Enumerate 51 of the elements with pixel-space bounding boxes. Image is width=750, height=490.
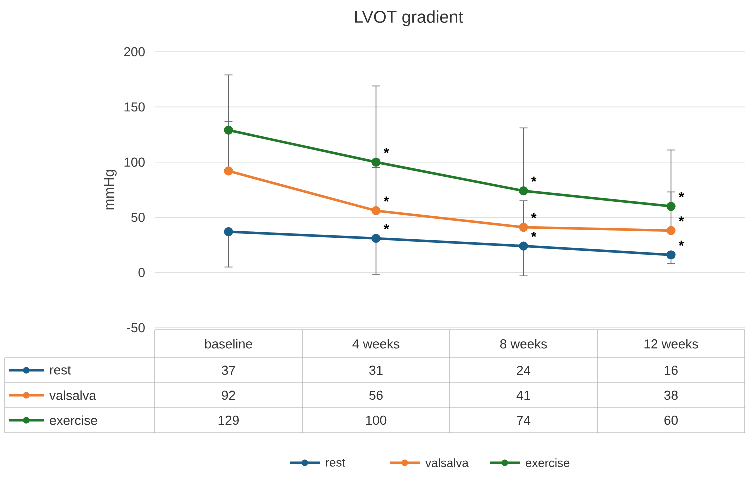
point <box>224 166 234 176</box>
y-tick-label: 50 <box>132 212 145 222</box>
y-tick-label: 100 <box>124 158 145 167</box>
data-label: 24 <box>517 366 531 376</box>
point <box>519 242 528 251</box>
point <box>666 202 676 212</box>
text: rest <box>326 459 346 467</box>
legend-label: valsalva <box>50 390 96 400</box>
data-label: 92 <box>222 390 236 400</box>
y-tick-label: -50 <box>127 323 145 333</box>
annotation: * <box>384 148 390 154</box>
x-tick-label: 4 weeks <box>352 339 400 349</box>
point <box>519 222 528 232</box>
point <box>519 186 528 196</box>
y-axis-title: mmHg <box>104 170 117 210</box>
data-label: 74 <box>517 416 531 425</box>
y-tick-label: 200 <box>124 47 145 57</box>
point <box>372 206 381 216</box>
y-tick-label: 0 <box>138 268 145 278</box>
annotation: * <box>678 240 684 246</box>
x-tick-label: 8 weeks <box>500 339 548 349</box>
point <box>372 234 381 244</box>
annotation: * <box>531 232 537 238</box>
data-label: 37 <box>222 366 236 376</box>
data-label: 31 <box>370 366 383 376</box>
data-label: 16 <box>665 366 678 376</box>
chart-title: LVOT gradient <box>355 10 464 26</box>
text: exercise <box>526 458 570 468</box>
data-label: 56 <box>370 390 383 400</box>
point <box>224 227 234 236</box>
data-label: 100 <box>366 416 387 426</box>
point <box>666 226 676 236</box>
legend-label: rest <box>50 366 72 375</box>
annotation: * <box>531 213 537 218</box>
x-tick-label: baseline <box>205 339 252 349</box>
point <box>224 126 234 135</box>
x-tick-label: 12 weeks <box>644 339 698 349</box>
point <box>666 250 676 260</box>
text: valsalva <box>426 458 469 468</box>
annotation: * <box>384 196 390 202</box>
annotation: * <box>531 176 537 182</box>
point <box>372 158 381 167</box>
y-tick-label: 150 <box>124 102 145 112</box>
annotation: * <box>384 224 390 230</box>
data-label: 38 <box>664 390 678 400</box>
data-label: 60 <box>664 416 678 426</box>
data-label: 41 <box>516 391 530 400</box>
annotation: * <box>678 216 684 222</box>
annotation: * <box>678 192 684 198</box>
legend-label: exercise <box>50 416 98 426</box>
data-label: 129 <box>218 416 239 426</box>
